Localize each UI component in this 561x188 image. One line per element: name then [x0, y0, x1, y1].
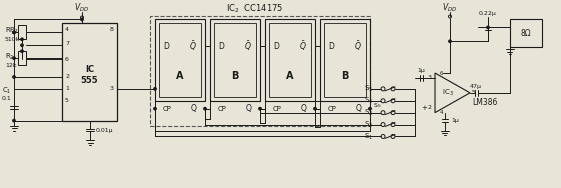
Circle shape: [81, 18, 83, 21]
Text: S$_5$: S$_5$: [373, 101, 381, 110]
Text: IC: IC: [85, 64, 94, 74]
Text: Q: Q: [356, 104, 362, 113]
Text: 3: 3: [428, 75, 432, 80]
Circle shape: [154, 88, 156, 90]
Circle shape: [21, 44, 23, 46]
Text: C$_1$: C$_1$: [2, 86, 12, 96]
Text: B: B: [231, 71, 238, 81]
Text: 47μ: 47μ: [470, 84, 482, 89]
Text: 8Ω: 8Ω: [521, 29, 531, 38]
Text: D: D: [163, 42, 169, 51]
Circle shape: [314, 108, 316, 110]
Text: 0.01μ: 0.01μ: [96, 128, 114, 133]
Text: IC$_2$  CC14175: IC$_2$ CC14175: [227, 2, 284, 15]
Text: 4: 4: [65, 27, 69, 32]
Text: 2: 2: [428, 105, 432, 110]
Bar: [18, 51, 26, 65]
Text: 6: 6: [440, 70, 444, 76]
Text: S$_3$: S$_3$: [364, 108, 373, 118]
Text: 6: 6: [65, 57, 69, 62]
Bar: [214, 24, 256, 97]
Text: $\bar{Q}$: $\bar{Q}$: [244, 39, 252, 53]
Text: 5: 5: [65, 98, 69, 103]
Text: S$_4$: S$_4$: [364, 96, 373, 106]
Text: 1: 1: [65, 86, 69, 91]
Text: $V_{DD}$: $V_{DD}$: [443, 1, 458, 14]
Text: CP: CP: [163, 106, 172, 112]
Circle shape: [13, 76, 15, 78]
Circle shape: [21, 38, 23, 40]
Text: 0.22μ: 0.22μ: [479, 11, 497, 16]
Text: S$_5$: S$_5$: [364, 84, 373, 94]
Text: 3: 3: [110, 86, 114, 91]
Text: Q: Q: [246, 104, 252, 113]
Circle shape: [21, 50, 23, 52]
Bar: [150, 15, 370, 126]
Bar: [324, 24, 366, 97]
Bar: [265, 20, 315, 101]
Text: B: B: [341, 71, 349, 81]
Circle shape: [13, 31, 15, 33]
Text: 555: 555: [81, 77, 98, 85]
Text: R$_2$: R$_2$: [5, 52, 15, 62]
Bar: [155, 20, 205, 101]
Text: 1μ: 1μ: [451, 118, 459, 123]
Text: 7: 7: [65, 41, 69, 46]
Text: A: A: [176, 71, 184, 81]
Circle shape: [13, 31, 15, 33]
Text: S$_2$: S$_2$: [364, 119, 373, 130]
Circle shape: [13, 119, 15, 122]
Text: RP$_1$: RP$_1$: [5, 26, 19, 36]
Bar: [159, 24, 201, 97]
Text: D: D: [273, 42, 279, 51]
Text: $\bar{Q}$: $\bar{Q}$: [300, 39, 307, 53]
Circle shape: [449, 40, 451, 42]
Bar: [62, 24, 117, 121]
Text: +: +: [421, 105, 427, 111]
Text: $V_{DD}$: $V_{DD}$: [75, 1, 90, 14]
Text: D: D: [328, 42, 334, 51]
Text: Q: Q: [191, 104, 197, 113]
Text: 12k: 12k: [5, 63, 17, 67]
Circle shape: [259, 108, 261, 110]
Bar: [320, 20, 370, 101]
Text: S$_1$: S$_1$: [364, 131, 373, 142]
Text: CP: CP: [328, 106, 337, 112]
Text: 8: 8: [110, 27, 114, 32]
Circle shape: [487, 26, 489, 29]
Text: 2: 2: [65, 74, 69, 80]
Circle shape: [154, 108, 156, 110]
Text: CP: CP: [218, 106, 227, 112]
Circle shape: [204, 108, 206, 110]
Text: D: D: [218, 42, 224, 51]
Text: A: A: [286, 71, 294, 81]
Text: $\bar{Q}$: $\bar{Q}$: [355, 39, 362, 53]
Text: 1μ: 1μ: [417, 67, 425, 73]
Bar: [510, 20, 542, 47]
Text: $\bar{Q}$: $\bar{Q}$: [189, 39, 197, 53]
Bar: [269, 24, 311, 97]
Circle shape: [369, 108, 371, 110]
Text: 4: 4: [440, 110, 444, 115]
Text: IC$_3$: IC$_3$: [442, 88, 453, 98]
Text: LM386: LM386: [472, 98, 498, 107]
Text: Q: Q: [301, 104, 307, 113]
Text: CP: CP: [273, 106, 282, 112]
Bar: [210, 20, 260, 101]
Circle shape: [13, 57, 15, 59]
Text: 5: 5: [472, 90, 476, 95]
Bar: [18, 25, 26, 39]
Text: 0.1: 0.1: [2, 96, 12, 101]
Text: 510k: 510k: [5, 37, 20, 42]
